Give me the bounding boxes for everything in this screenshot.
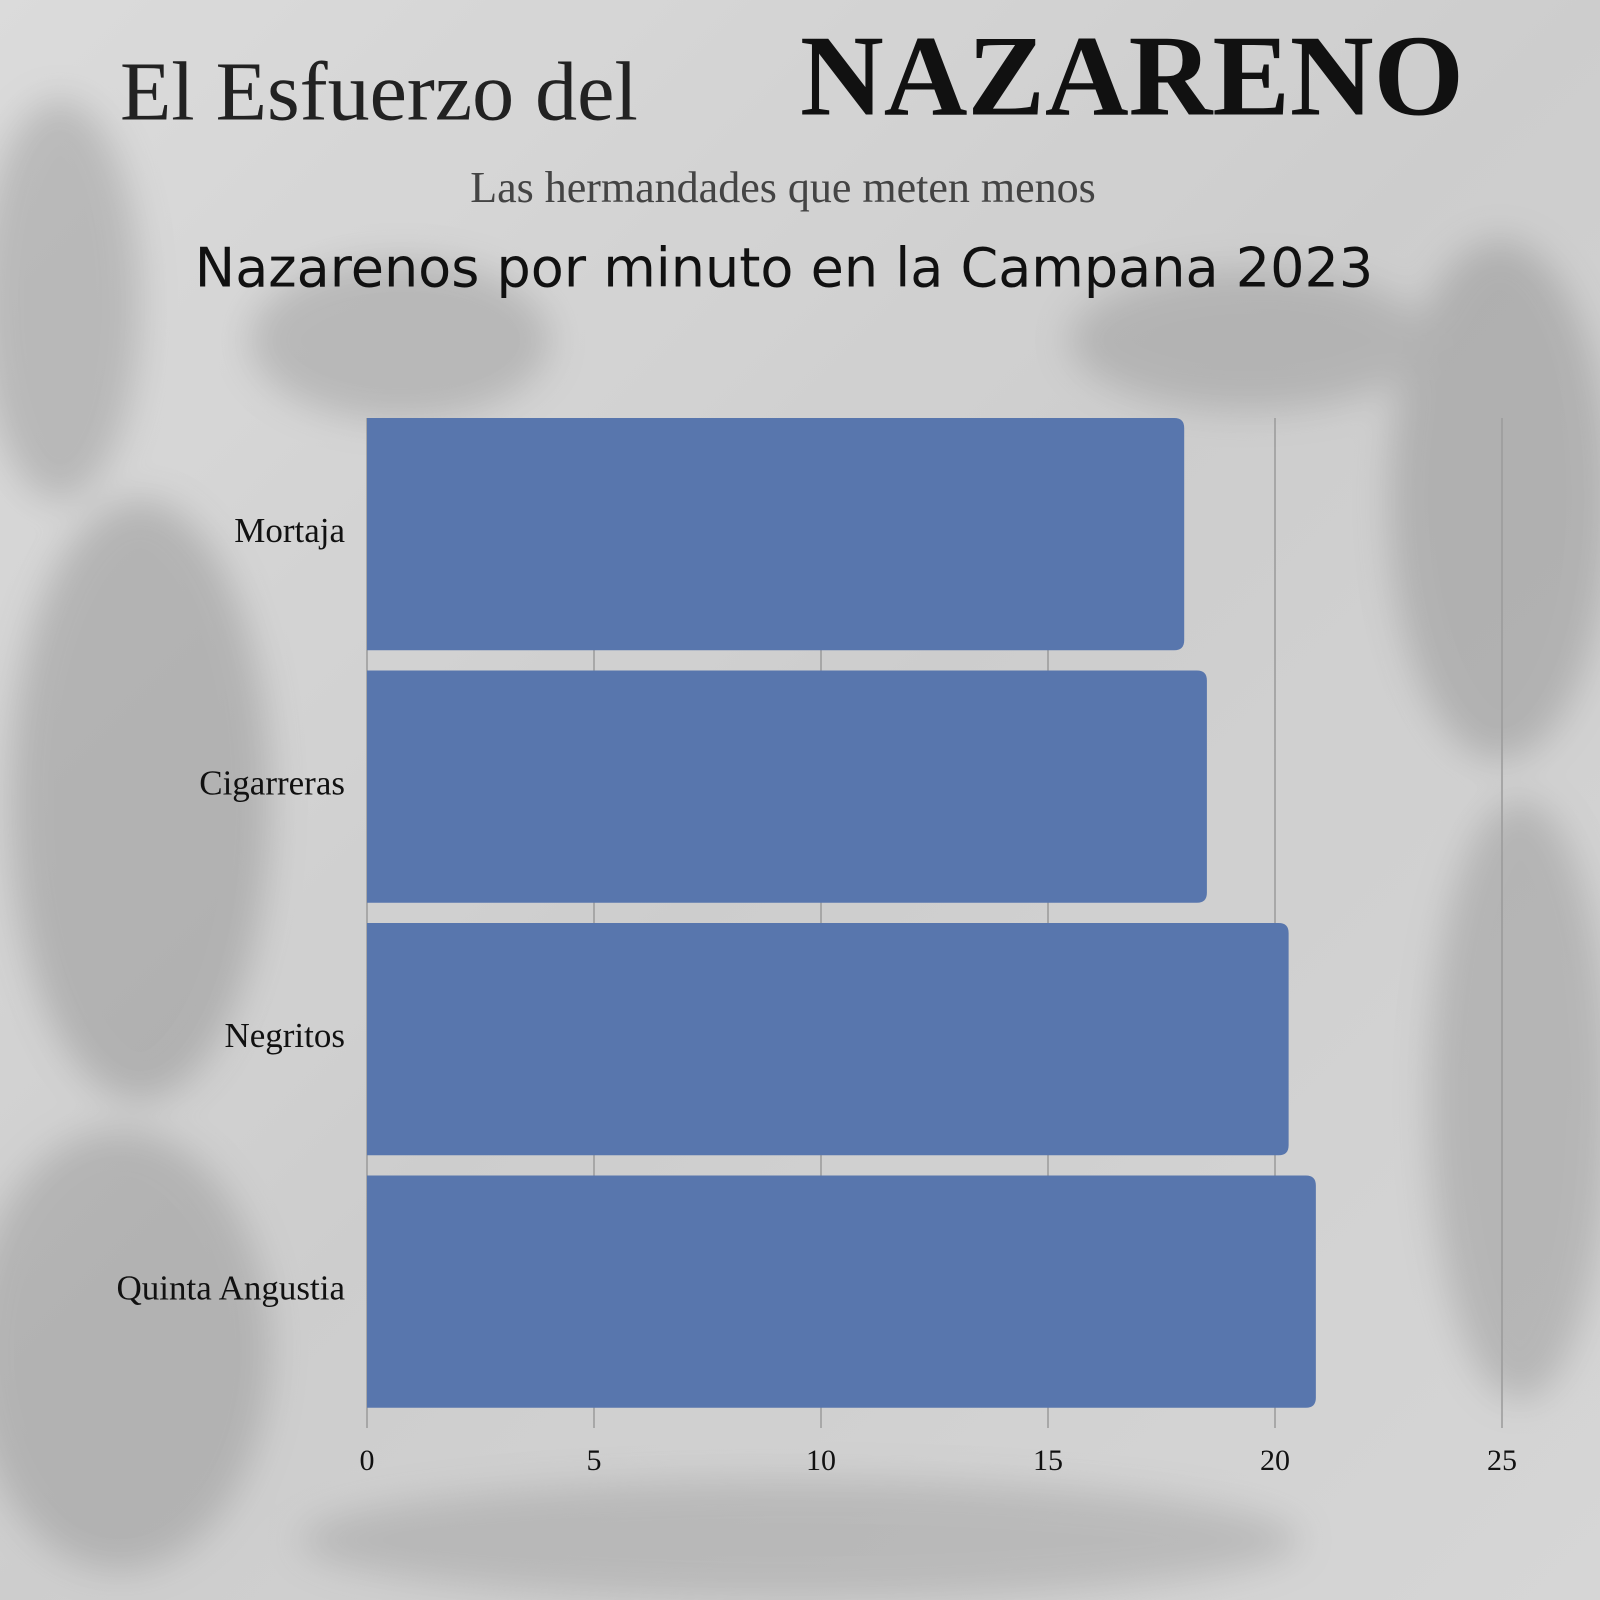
bar: [367, 418, 1185, 651]
y-tick-label: Quinta Angustia: [117, 1269, 346, 1308]
background-photo: [0, 100, 1600, 1600]
title-emphasis: NAZARENO: [800, 13, 1464, 141]
x-tick-label: 5: [587, 1444, 602, 1477]
x-tick-label: 10: [806, 1444, 836, 1477]
y-tick-label: Cigarreras: [199, 764, 345, 803]
bar: [367, 923, 1289, 1156]
chart-title: Nazarenos por minuto en la Campana 2023: [195, 237, 1373, 300]
title: El Esfuerzo del: [120, 45, 638, 138]
x-tick-label: 0: [360, 1444, 375, 1477]
y-tick-label: Mortaja: [234, 511, 345, 550]
y-tick-label: Negritos: [224, 1016, 345, 1055]
x-tick-label: 25: [1487, 1444, 1517, 1477]
bar: [367, 670, 1207, 903]
x-tick-label: 20: [1260, 1444, 1290, 1477]
subtitle: Las hermandades que meten menos: [470, 163, 1096, 212]
bar: [367, 1175, 1316, 1408]
x-tick-label: 15: [1033, 1444, 1063, 1477]
